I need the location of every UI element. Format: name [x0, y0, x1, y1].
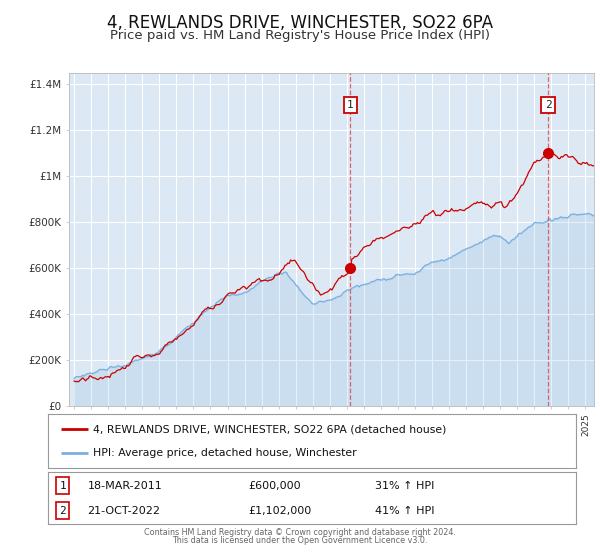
- Text: Price paid vs. HM Land Registry's House Price Index (HPI): Price paid vs. HM Land Registry's House …: [110, 29, 490, 42]
- Text: 2: 2: [545, 100, 551, 110]
- Text: £1,102,000: £1,102,000: [248, 506, 312, 516]
- Text: 41% ↑ HPI: 41% ↑ HPI: [376, 506, 435, 516]
- Text: Contains HM Land Registry data © Crown copyright and database right 2024.: Contains HM Land Registry data © Crown c…: [144, 528, 456, 537]
- Text: HPI: Average price, detached house, Winchester: HPI: Average price, detached house, Winc…: [93, 447, 356, 458]
- Text: This data is licensed under the Open Government Licence v3.0.: This data is licensed under the Open Gov…: [172, 536, 428, 545]
- Text: £600,000: £600,000: [248, 480, 301, 491]
- Text: 31% ↑ HPI: 31% ↑ HPI: [376, 480, 435, 491]
- Text: 18-MAR-2011: 18-MAR-2011: [88, 480, 163, 491]
- Text: 4, REWLANDS DRIVE, WINCHESTER, SO22 6PA: 4, REWLANDS DRIVE, WINCHESTER, SO22 6PA: [107, 14, 493, 32]
- Text: 2: 2: [59, 506, 66, 516]
- Text: 1: 1: [59, 480, 66, 491]
- Text: 4, REWLANDS DRIVE, WINCHESTER, SO22 6PA (detached house): 4, REWLANDS DRIVE, WINCHESTER, SO22 6PA …: [93, 424, 446, 435]
- Text: 21-OCT-2022: 21-OCT-2022: [88, 506, 161, 516]
- Text: 1: 1: [347, 100, 354, 110]
